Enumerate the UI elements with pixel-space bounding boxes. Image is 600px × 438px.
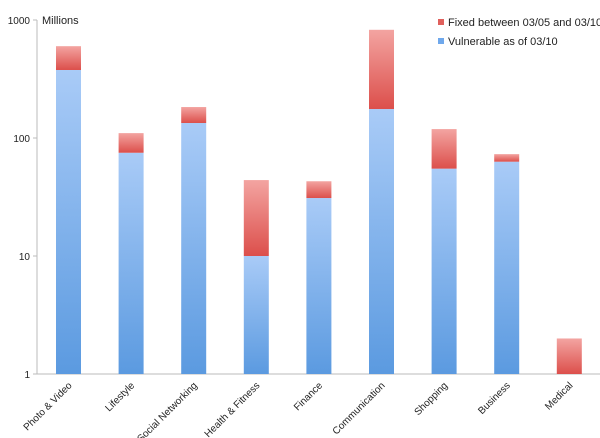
- bar-vulnerable: [181, 123, 207, 374]
- legend-label-fixed: Fixed between 03/05 and 03/10: [448, 17, 600, 29]
- bar-vulnerable: [431, 168, 457, 374]
- bar-vulnerable: [306, 198, 332, 374]
- bar-fixed: [181, 107, 207, 124]
- x-tick-label: Finance: [292, 380, 325, 413]
- legend-swatch-vulnerable: [438, 38, 444, 44]
- bar-vulnerable: [369, 109, 394, 374]
- bar-fixed: [56, 46, 81, 70]
- y-tick-label: 1000: [8, 16, 31, 27]
- x-tick-label: Lifestyle: [104, 380, 138, 414]
- bar-fixed: [431, 129, 457, 169]
- legend-label-vulnerable: Vulnerable as of 03/10: [448, 36, 558, 48]
- x-tick-label: Shopping: [413, 380, 451, 418]
- y-tick-label: 1: [24, 370, 30, 381]
- legend: Fixed between 03/05 and 03/10 Vulnerable…: [438, 17, 600, 48]
- bar-vulnerable: [118, 152, 144, 374]
- legend-swatch-fixed: [438, 19, 444, 25]
- y-tick-label: 10: [19, 252, 31, 263]
- bar-vulnerable: [243, 256, 269, 374]
- x-tick-label: Medical: [543, 380, 575, 412]
- bar-fixed: [306, 181, 332, 199]
- y-axis-label: Millions: [42, 15, 79, 27]
- y-tick-label: 100: [13, 134, 30, 145]
- bar-fixed: [243, 180, 269, 256]
- bar-fixed: [369, 29, 394, 110]
- bar-fixed: [118, 133, 144, 153]
- x-tick-label: Photo & Video: [22, 380, 75, 433]
- bar-vulnerable: [494, 161, 520, 374]
- x-tick-label: Social Networking: [135, 380, 199, 438]
- x-tick-label: Health & Fitness: [203, 380, 263, 438]
- x-tick-label: Business: [476, 380, 512, 416]
- bar-vulnerable: [56, 69, 81, 374]
- bar-fixed: [494, 154, 520, 162]
- x-tick-label: Communication: [331, 380, 388, 437]
- bar-fixed: [556, 338, 582, 374]
